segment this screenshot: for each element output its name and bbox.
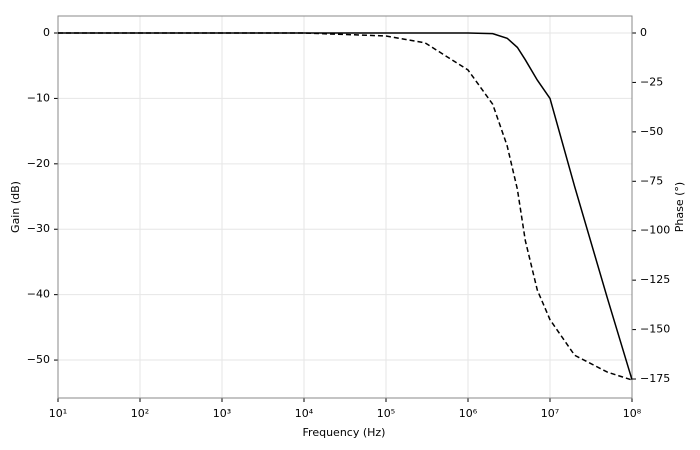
y2-tick-label: −100 [640,224,670,237]
y2-tick-label: −175 [640,372,670,385]
y-tick-label: −30 [27,222,50,235]
x-tick-label: 10² [131,407,149,420]
y2-tick-label: −50 [640,125,663,138]
x-tick-label: 10⁵ [377,407,395,420]
y2-tick-label: −75 [640,174,663,187]
x-tick-label: 10⁴ [295,407,314,420]
series-line [58,32,633,381]
y-tick-label: 0 [43,26,50,39]
y-axis-label: Gain (dB) [9,181,22,233]
series-line [58,32,633,380]
y2-tick-label: −125 [640,273,670,286]
plot-frame [57,15,633,399]
x-axis-label: Frequency (Hz) [303,426,386,439]
x-tick-label: 10⁶ [459,407,478,420]
y-tick-label: −20 [27,157,50,170]
x-tick-label: 10⁷ [541,407,559,420]
y2-tick-label: 0 [640,26,647,39]
y-tick-label: −50 [27,353,50,366]
y2-tick-label: −25 [640,75,663,88]
x-tick-label: 10⁸ [623,407,642,420]
y-tick-label: −40 [27,288,50,301]
y2-tick-label: −150 [640,323,670,336]
y-tick-label: −10 [27,91,50,104]
x-tick-label: 10³ [213,407,231,420]
x-tick-label: 10¹ [49,407,67,420]
y2-axis-label: Phase (°) [673,182,686,232]
